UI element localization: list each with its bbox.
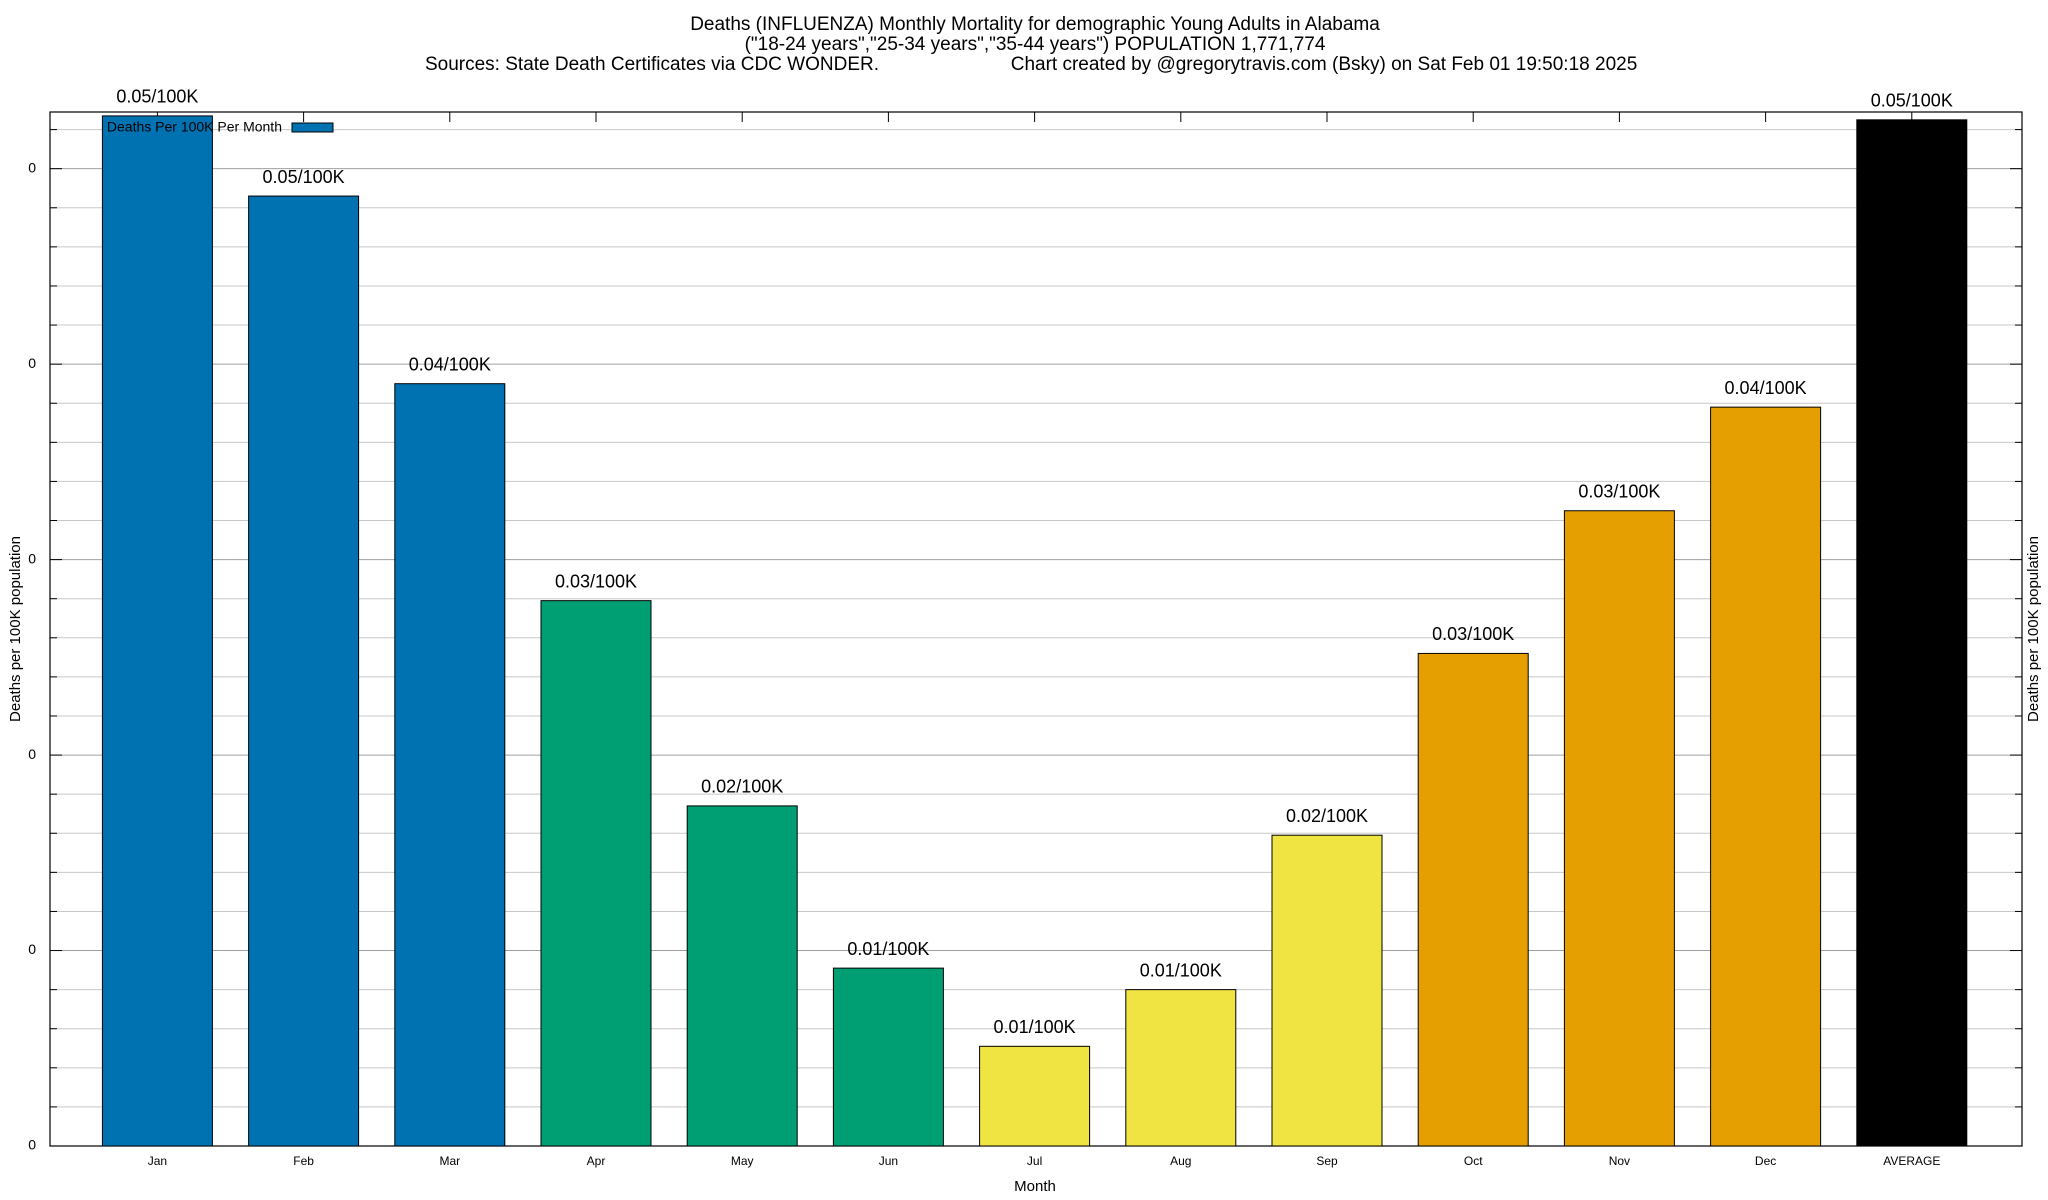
y-tick-label: 0 (28, 550, 36, 566)
value-label: 0.01/100K (994, 1017, 1076, 1037)
value-label: 0.02/100K (1286, 806, 1368, 826)
y-tick-label: 0 (28, 941, 36, 957)
bar (1856, 119, 1968, 1147)
value-label: 0.05/100K (116, 87, 198, 107)
bar (1417, 652, 1529, 1147)
x-tick-label: AVERAGE (1883, 1154, 1940, 1168)
x-tick-label: Dec (1755, 1154, 1776, 1168)
chart-title: Deaths (INFLUENZA) Monthly Mortality for… (690, 14, 1380, 35)
value-label: 0.03/100K (1578, 481, 1660, 501)
y-axis-label: Deaths per 100K population (7, 536, 24, 722)
value-label: 0.01/100K (847, 939, 929, 959)
value-label: 0.05/100K (263, 167, 345, 187)
bar (1563, 510, 1675, 1147)
x-tick-label: Nov (1609, 1154, 1630, 1168)
bar (1271, 834, 1383, 1147)
sources: Sources: State Death Certificates via CD… (425, 54, 879, 75)
value-label: 0.04/100K (409, 354, 491, 374)
value-label: 0.04/100K (1725, 378, 1807, 398)
y2-axis-label: Deaths per 100K population (2025, 536, 2042, 722)
legend-swatch (291, 122, 334, 133)
bar (540, 600, 652, 1147)
x-tick-label: Apr (587, 1154, 606, 1168)
x-tick-label: Jun (879, 1154, 898, 1168)
y-tick-label: 0 (28, 355, 36, 371)
bar (394, 383, 506, 1147)
x-tick-label: Oct (1464, 1154, 1483, 1168)
value-label: 0.05/100K (1871, 91, 1953, 111)
value-label: 0.03/100K (1432, 624, 1514, 644)
x-tick-label: Jan (148, 1154, 167, 1168)
y-tick-label: 0 (28, 746, 36, 762)
y-tick-label: 0 (28, 1137, 36, 1153)
bar (248, 195, 360, 1147)
value-label: 0.01/100K (1140, 960, 1222, 980)
legend-label: Deaths Per 100K Per Month (107, 119, 282, 135)
bar (686, 805, 798, 1147)
value-label: 0.02/100K (701, 777, 783, 797)
x-tick-label: Jul (1027, 1154, 1042, 1168)
bar (1125, 989, 1237, 1147)
y-tick-label: 0 (28, 159, 36, 175)
x-axis-label: Month (1014, 1178, 1056, 1195)
bar (832, 967, 944, 1147)
x-tick-label: Mar (439, 1154, 460, 1168)
x-tick-label: Feb (293, 1154, 314, 1168)
x-tick-label: May (731, 1154, 754, 1168)
x-tick-label: Aug (1170, 1154, 1191, 1168)
bar (101, 115, 213, 1147)
chart-subtitle: ("18-24 years","25-34 years","35-44 year… (745, 34, 1326, 55)
value-label: 0.03/100K (555, 571, 637, 591)
credit: Chart created by @gregorytravis.com (Bsk… (1011, 54, 1638, 75)
x-tick-label: Sep (1316, 1154, 1338, 1168)
bar (1710, 406, 1822, 1147)
bar (979, 1045, 1091, 1147)
